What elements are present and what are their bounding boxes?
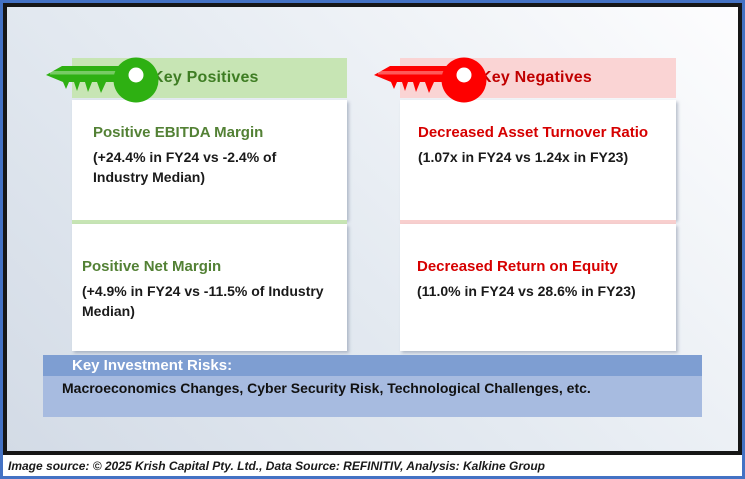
positive-ebitda-heading: Positive EBITDA Margin [93,124,264,141]
asset-turnover-detail: (1.07x in FY24 vs 1.24x in FY23) [418,149,629,165]
positive-net-margin-card: Positive Net Margin (+4.9% in FY24 vs -1… [72,224,347,351]
green-divider [72,220,347,224]
return-on-equity-detail: (11.0% in FY24 vs 28.6% in FY23) [417,283,636,299]
green-key-icon [46,56,162,106]
key-positives-title: Key Positives [152,69,259,86]
investment-risks-detail: Macroeconomics Changes, Cyber Security R… [43,376,702,417]
main-panel: Key Positives Positive EBITDA Margin (+2… [3,3,742,455]
asset-turnover-card: Decreased Asset Turnover Ratio (1.07x in… [400,100,676,220]
footer: Image source: © 2025 Krish Capital Pty. … [3,455,742,476]
return-on-equity-card: Decreased Return on Equity (11.0% in FY2… [400,224,676,351]
positive-ebitda-detail: (+24.4% in FY24 vs -2.4% of Industry Med… [93,149,277,185]
positive-ebitda-card: Positive EBITDA Margin (+24.4% in FY24 v… [72,100,347,220]
positive-net-margin-heading: Positive Net Margin [82,258,222,275]
return-on-equity-heading: Decreased Return on Equity [417,258,618,275]
key-positives-banner: Key Positives [46,57,347,103]
key-negatives-section: Key Negatives Decreased Asset Turnover R… [374,57,676,351]
asset-turnover-heading: Decreased Asset Turnover Ratio [418,124,649,141]
red-key-icon [374,56,490,106]
key-negatives-title: Key Negatives [480,69,592,86]
investment-risks-title: Key Investment Risks: [43,355,702,376]
investment-risks-bar: Key Investment Risks: Macroeconomics Cha… [43,355,702,417]
red-divider [400,220,676,224]
positive-net-margin-detail: (+4.9% in FY24 vs -11.5% of Industry Med… [82,283,324,319]
key-positives-section: Key Positives Positive EBITDA Margin (+2… [46,57,347,351]
image-source-text: Image source: © 2025 Krish Capital Pty. … [8,458,545,473]
key-negatives-banner: Key Negatives [374,57,676,103]
